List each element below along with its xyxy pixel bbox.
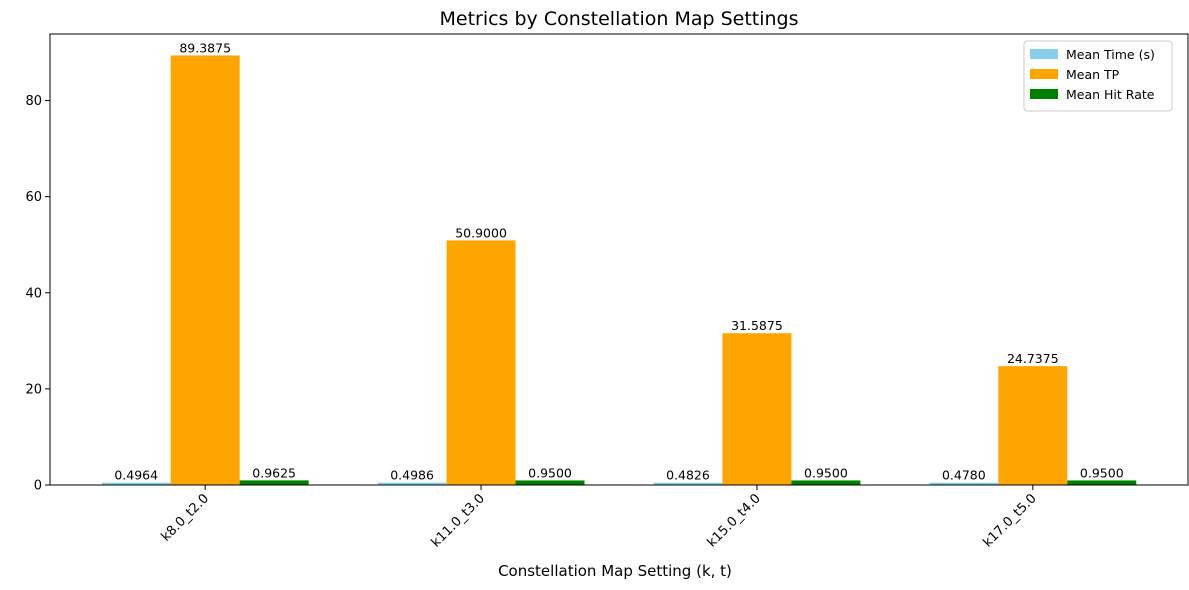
bar-mean-hit-rate-0: [239, 480, 309, 485]
data-labels-layer: 0.4964 0.4986 0.4826 0.4780 89.3875 50.9000 31…: [114, 40, 1123, 482]
data-label: 0.9500: [804, 465, 848, 480]
data-label: 0.4780: [942, 468, 986, 483]
x-axis-label: Constellation Map Setting (k, t): [498, 562, 732, 580]
bar-mean-tp-0: [170, 55, 240, 485]
x-tick-label: k8.0_t2.0: [159, 491, 212, 544]
chart-title: Metrics by Constellation Map Settings: [439, 8, 798, 30]
data-label: 24.7375: [1007, 351, 1059, 366]
legend-box: [1023, 40, 1173, 112]
data-label: 0.4986: [390, 468, 434, 483]
data-label: 0.9500: [1080, 465, 1124, 480]
bar-mean-tp-3: [998, 366, 1068, 485]
bar-mean-time-s-2: [653, 482, 723, 485]
bar-mean-tp-1: [446, 240, 516, 485]
x-tick-label: k17.0_t5.0: [980, 491, 1039, 550]
x-tick-label: k11.0_t3.0: [429, 491, 488, 550]
y-tick-label: 0: [34, 479, 42, 494]
legend: Mean Time (s) Mean TP Mean Hit Rate: [1023, 40, 1173, 112]
y-axis: 0 20 40 60 80: [25, 94, 50, 494]
y-tick-label: 20: [25, 382, 42, 397]
legend-label: Mean TP: [1066, 67, 1120, 82]
y-tick-label: 80: [25, 94, 42, 109]
bar-mean-hit-rate-3: [1067, 480, 1137, 485]
bar-mean-time-s-1: [377, 482, 447, 485]
plot-frame: [49, 33, 1189, 486]
legend-swatch: [1030, 69, 1058, 79]
bar-mean-time-s-3: [929, 482, 999, 485]
bar-mean-hit-rate-1: [515, 480, 585, 485]
bar-mean-tp-2: [722, 333, 792, 485]
legend-label: Mean Time (s): [1066, 47, 1155, 62]
data-label: 31.5875: [731, 318, 783, 333]
legend-swatch: [1030, 49, 1058, 59]
data-label: 0.9500: [528, 465, 572, 480]
y-tick-label: 60: [25, 190, 42, 205]
x-axis: k8.0_t2.0 k11.0_t3.0 k15.0_t4.0 k17.0_t5.0: [159, 485, 1040, 550]
y-tick-label: 40: [25, 286, 42, 301]
data-label: 0.4964: [114, 468, 158, 483]
x-tick-label: k15.0_t4.0: [705, 491, 764, 550]
bars-layer: [101, 55, 1137, 485]
data-label: 50.9000: [455, 225, 507, 240]
legend-swatch: [1030, 89, 1058, 99]
bar-mean-time-s-0: [101, 482, 171, 485]
data-label: 0.9625: [252, 465, 296, 480]
data-label: 0.4826: [666, 468, 710, 483]
bar-mean-hit-rate-2: [791, 480, 861, 485]
data-label: 89.3875: [179, 40, 231, 55]
legend-label: Mean Hit Rate: [1066, 87, 1155, 102]
